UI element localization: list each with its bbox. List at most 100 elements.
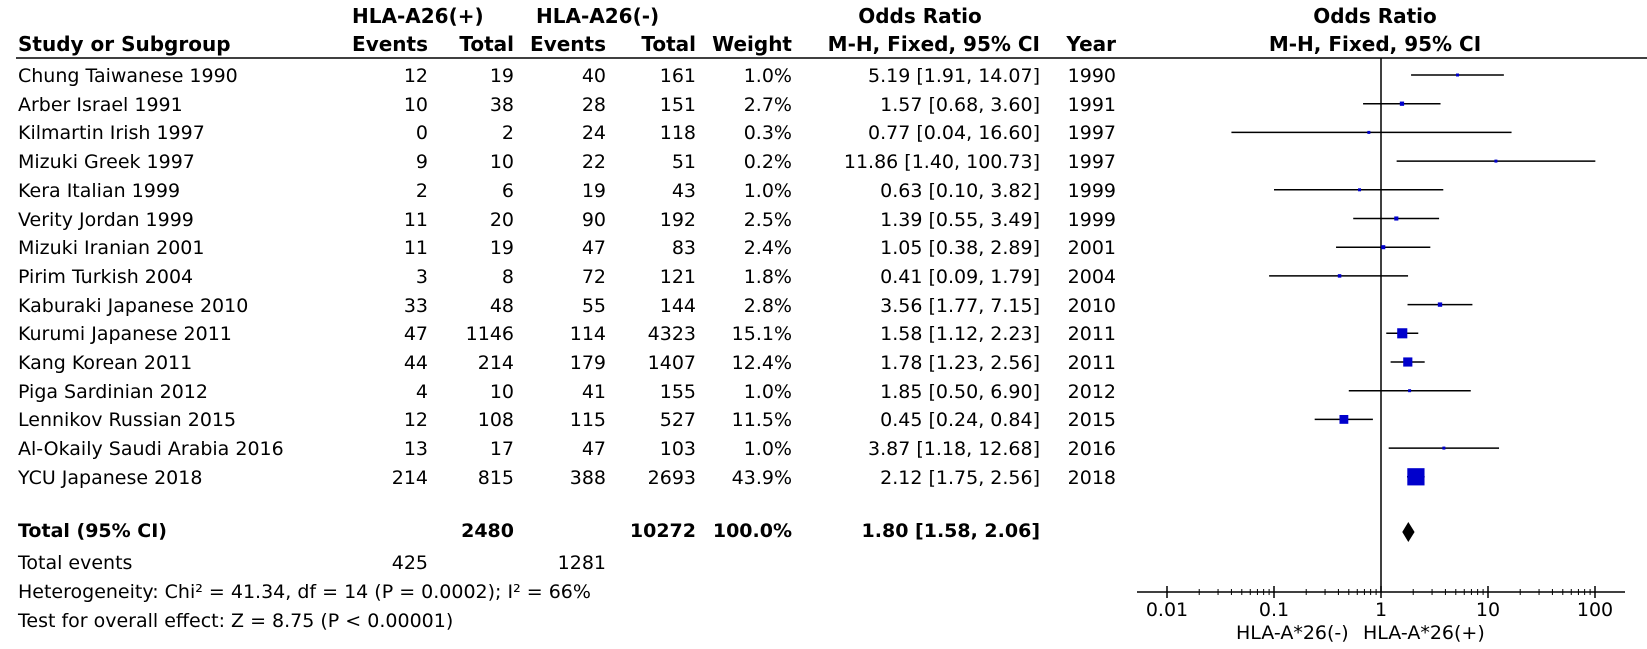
total-weight: 100.0% <box>712 520 792 542</box>
total-1: 19 <box>489 237 514 260</box>
year: 2011 <box>1067 352 1116 374</box>
total-1: 19 <box>489 65 514 87</box>
year: 2015 <box>1067 409 1116 432</box>
events-2: 114 <box>569 323 606 346</box>
odds-ratio-ci: 0.41 [0.09, 1.79] <box>880 265 1040 288</box>
events-1: 33 <box>403 294 428 317</box>
odds-ratio-ci: 1.85 [0.50, 6.90] <box>880 380 1040 403</box>
study-marker <box>1399 101 1405 106</box>
odds-ratio-ci: 0.45 [0.24, 0.84] <box>880 409 1040 432</box>
events-2: 47 <box>581 438 606 461</box>
total-1: 214 <box>477 352 514 374</box>
odds-ratio-ci: 0.63 [0.10, 3.82] <box>880 179 1040 202</box>
events-2: 19 <box>581 179 606 202</box>
events-1: 10 <box>403 93 428 116</box>
total-1: 6 <box>501 179 514 202</box>
weight: 11.5% <box>731 409 792 432</box>
odds-ratio-ci: 1.57 [0.68, 3.60] <box>880 93 1040 116</box>
study-marker <box>1442 446 1446 450</box>
year: 2011 <box>1067 323 1116 346</box>
total-2: 43 <box>671 179 696 202</box>
total-2: 527 <box>659 409 696 432</box>
year: 1997 <box>1067 151 1116 174</box>
events-2: 24 <box>581 122 606 145</box>
study-name: Verity Jordan 1999 <box>18 208 194 231</box>
study-marker <box>1456 73 1460 77</box>
study-name: Al-Okaily Saudi Arabia 2016 <box>18 438 284 461</box>
weight: 2.4% <box>743 237 792 260</box>
pooled-diamond <box>1402 522 1415 542</box>
events-2: 41 <box>581 380 606 403</box>
year: 2001 <box>1067 237 1116 260</box>
study-marker <box>1394 216 1399 221</box>
heterogeneity-text: Heterogeneity: Chi² = 41.34, df = 14 (P … <box>18 581 591 603</box>
total-2: 118 <box>659 122 696 145</box>
events-2: 40 <box>581 65 606 87</box>
total-1: 38 <box>489 93 514 116</box>
total-1: 1146 <box>465 323 514 346</box>
total-2: 192 <box>659 208 696 231</box>
study-name: Mizuki Greek 1997 <box>18 151 195 174</box>
study-name: Mizuki Iranian 2001 <box>18 237 205 260</box>
study-name: Lennikov Russian 2015 <box>18 409 237 432</box>
odds-ratio-ci: 2.12 [1.75, 2.56] <box>880 466 1040 489</box>
odds-ratio-ci: 11.86 [1.40, 100.73] <box>843 151 1040 174</box>
study-marker <box>1397 328 1408 339</box>
odds-ratio-ci: 1.05 [0.38, 2.89] <box>880 237 1040 260</box>
events-2: 55 <box>581 294 606 317</box>
year: 1999 <box>1067 208 1116 231</box>
weight: 0.2% <box>743 151 792 174</box>
total-1: 48 <box>489 294 514 317</box>
events-2: 47 <box>581 237 606 260</box>
weight: 2.8% <box>743 294 792 317</box>
odds-ratio-ci: 1.39 [0.55, 3.49] <box>880 208 1040 231</box>
year: 2016 <box>1067 438 1116 461</box>
year: 1997 <box>1067 122 1116 145</box>
odds-ratio-ci: 3.87 [1.18, 12.68] <box>868 438 1040 461</box>
total-label: Total (95% CI) <box>18 520 167 542</box>
events-1: 2 <box>415 179 428 202</box>
odds-ratio-ci: 0.77 [0.04, 16.60] <box>868 122 1040 145</box>
weight: 2.7% <box>743 93 792 116</box>
plot-title: Odds Ratio <box>1313 4 1437 28</box>
events-1: 12 <box>403 65 428 87</box>
total-1: 8 <box>501 265 514 288</box>
events-2: 72 <box>581 265 606 288</box>
events-2: 115 <box>569 409 606 432</box>
total-events-2: 1281 <box>557 552 606 574</box>
events-1: 0 <box>415 122 428 145</box>
events1-header: Events <box>352 32 428 56</box>
events-1: 13 <box>403 438 428 461</box>
study-name: Kurumi Japanese 2011 <box>18 323 232 346</box>
weight: 1.0% <box>743 438 792 461</box>
study-marker <box>1381 245 1386 250</box>
group2-header: HLA-A26(-) <box>536 4 660 28</box>
events-1: 3 <box>415 265 428 288</box>
x-tick-label: 1 <box>1375 599 1387 621</box>
study-name: Chung Taiwanese 1990 <box>18 65 238 87</box>
total-2: 51 <box>671 151 696 174</box>
study-marker <box>1358 188 1362 192</box>
total-t2: 10272 <box>629 520 696 542</box>
weight: 1.0% <box>743 179 792 202</box>
events-2: 388 <box>569 466 606 489</box>
total-ci: 1.80 [1.58, 2.06] <box>861 520 1040 542</box>
favours-left: HLA-A*26(-) <box>1236 622 1349 644</box>
year: 1999 <box>1067 179 1116 202</box>
weight-header: Weight <box>712 32 792 56</box>
events-1: 9 <box>415 151 428 174</box>
overall-effect-text: Test for overall effect: Z = 8.75 (P < 0… <box>18 610 454 632</box>
year: 2018 <box>1067 466 1116 489</box>
total2-header: Total <box>641 32 696 56</box>
weight: 0.3% <box>743 122 792 145</box>
year: 2012 <box>1067 380 1116 403</box>
study-marker <box>1437 302 1443 307</box>
study-name: Piga Sardinian 2012 <box>18 380 208 403</box>
study-marker <box>1407 468 1425 486</box>
year: 2010 <box>1067 294 1116 317</box>
study-marker <box>1494 159 1498 163</box>
total-2: 151 <box>659 93 696 116</box>
study-name: Arber Israel 1991 <box>18 93 183 116</box>
total-2: 4323 <box>647 323 696 346</box>
study-name: YCU Japanese 2018 <box>18 466 203 489</box>
